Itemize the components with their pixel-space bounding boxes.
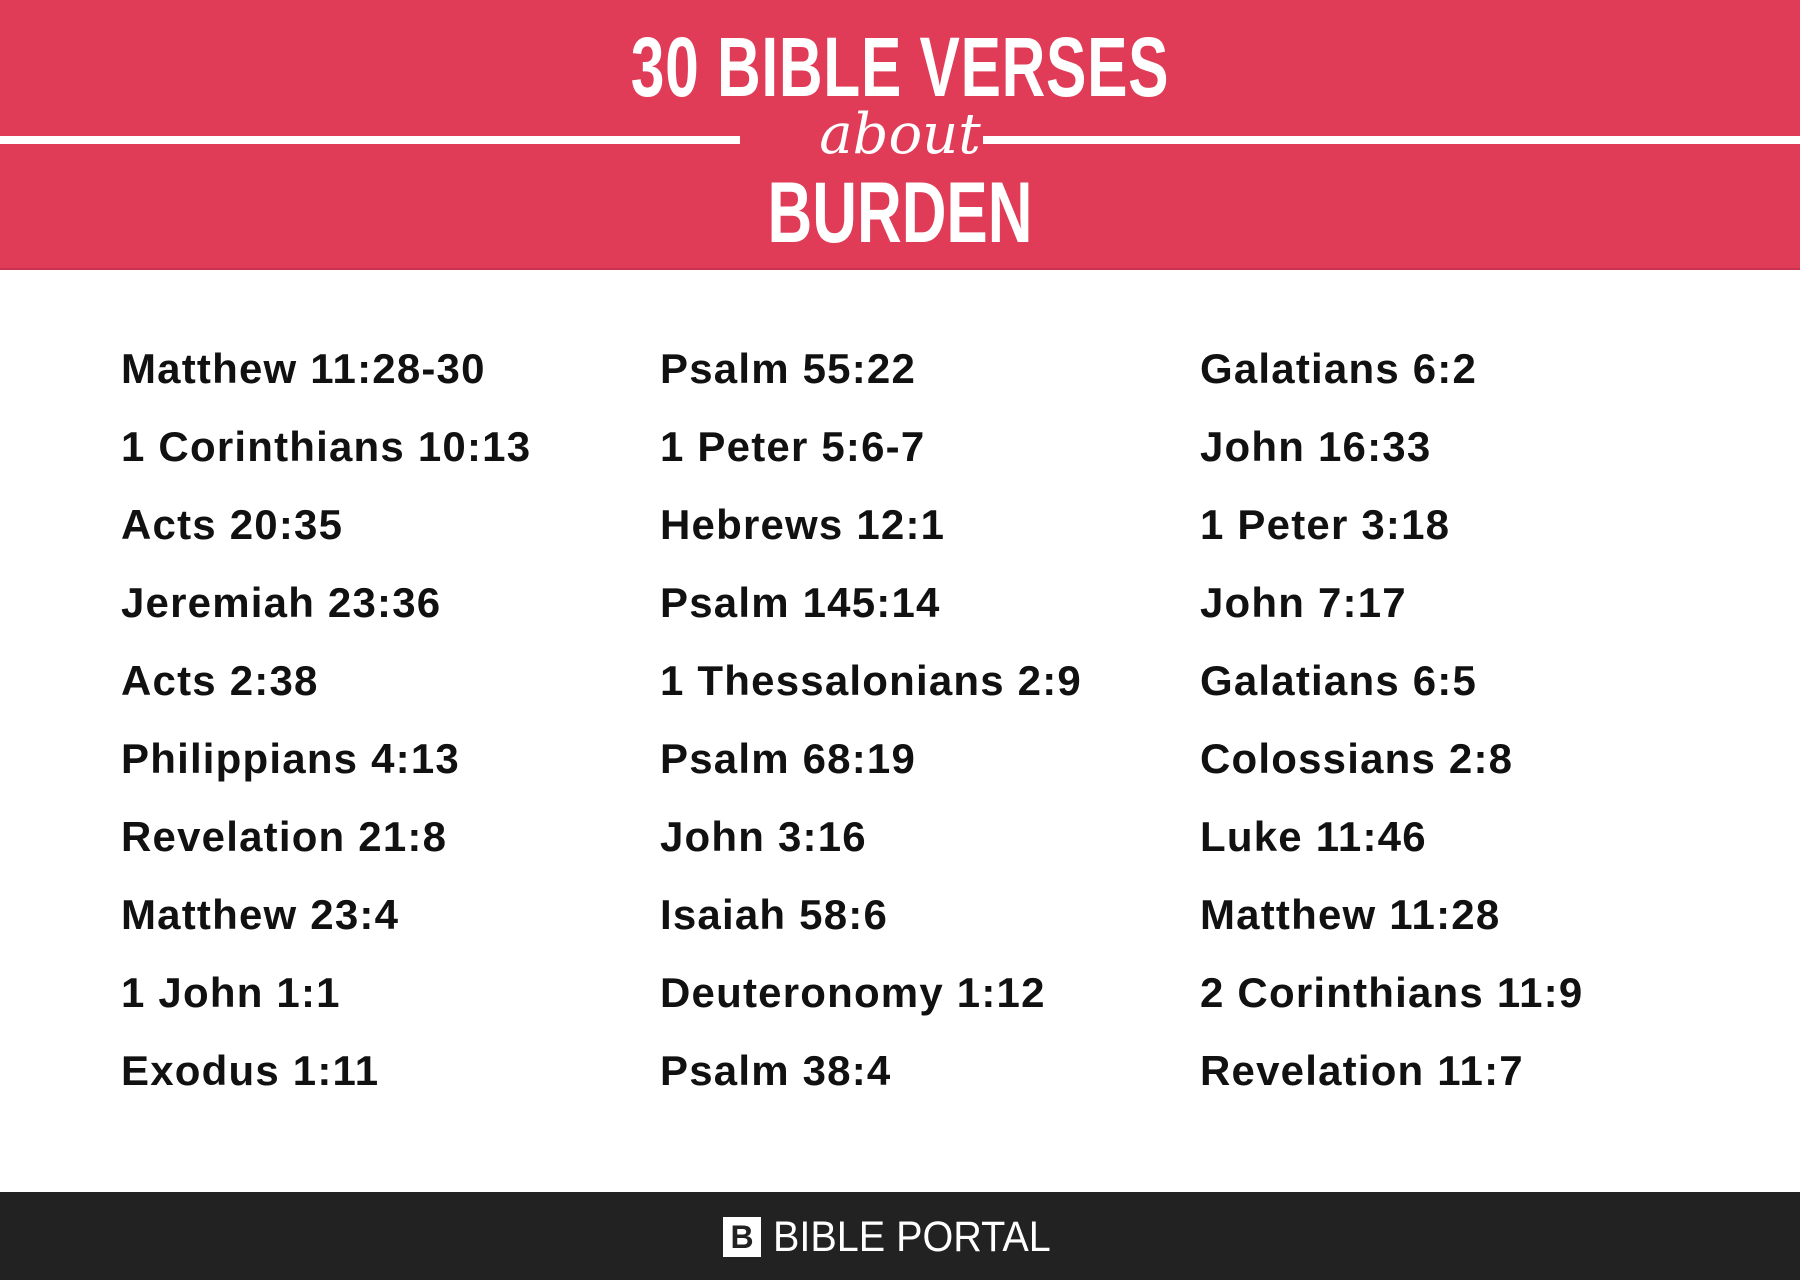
verse-reference: Matthew 23:4 xyxy=(121,891,400,938)
verse-reference: Psalm 145:14 xyxy=(660,579,941,626)
verse-reference: John 7:17 xyxy=(1200,579,1407,626)
verse-reference: 1 Thessalonians 2:9 xyxy=(660,657,1082,704)
title-connector: about xyxy=(819,102,981,167)
header-banner: 30 BIBLE VERSES about BURDEN xyxy=(0,0,1800,270)
verse-reference: 1 Peter 5:6-7 xyxy=(660,423,926,470)
footer: B BIBLE PORTAL xyxy=(0,1192,1800,1280)
verse-reference: 2 Corinthians 11:9 xyxy=(1200,969,1584,1016)
title-topic: BURDEN xyxy=(767,165,1033,261)
verse-reference: John 3:16 xyxy=(660,813,867,860)
verse-column-3: Galatians 6:2 John 16:33 1 Peter 3:18 John … xyxy=(1200,330,1583,1110)
verse-reference: Luke 11:46 xyxy=(1200,813,1427,860)
verse-reference: Psalm 55:22 xyxy=(660,345,917,392)
verse-column-2: Psalm 55:22 1 Peter 5:6-7 Hebrews 12:1 Psal… xyxy=(660,330,1082,1110)
verse-reference: Deuteronomy 1:12 xyxy=(660,969,1046,1016)
title-heading: 30 BIBLE VERSES xyxy=(630,20,1170,114)
verse-reference: Acts 2:38 xyxy=(121,657,319,704)
verse-reference: Jeremiah 23:36 xyxy=(121,579,442,626)
verse-reference: Exodus 1:11 xyxy=(121,1047,380,1094)
verse-reference: John 16:33 xyxy=(1200,423,1432,470)
verse-reference: Colossians 2:8 xyxy=(1200,735,1514,782)
divider-left xyxy=(0,136,740,144)
divider-right xyxy=(983,136,1800,144)
verse-reference: Hebrews 12:1 xyxy=(660,501,946,548)
brand-name: BIBLE PORTAL xyxy=(773,1213,1051,1261)
verse-reference: Revelation 11:7 xyxy=(1200,1047,1524,1094)
verse-reference: Galatians 6:2 xyxy=(1200,345,1478,392)
verse-reference: Matthew 11:28 xyxy=(1200,891,1501,938)
verse-reference: Revelation 21:8 xyxy=(121,813,448,860)
brand-logo[interactable]: B BIBLE PORTAL xyxy=(723,1215,1075,1259)
verse-reference: Matthew 11:28-30 xyxy=(121,345,486,392)
bible-portal-logo-icon: B xyxy=(723,1217,761,1257)
verse-reference: Isaiah 58:6 xyxy=(660,891,888,938)
verse-reference: 1 John 1:1 xyxy=(121,969,341,1016)
verse-reference: Psalm 68:19 xyxy=(660,735,917,782)
verse-reference: Psalm 38:4 xyxy=(660,1047,892,1094)
verse-reference: Acts 20:35 xyxy=(121,501,344,548)
verse-reference: 1 Corinthians 10:13 xyxy=(121,423,532,470)
verse-reference: Galatians 6:5 xyxy=(1200,657,1478,704)
verse-reference: 1 Peter 3:18 xyxy=(1200,501,1451,548)
verse-column-1: Matthew 11:28-30 1 Corinthians 10:13 Acts … xyxy=(121,330,531,1110)
verse-reference: Philippians 4:13 xyxy=(121,735,460,782)
